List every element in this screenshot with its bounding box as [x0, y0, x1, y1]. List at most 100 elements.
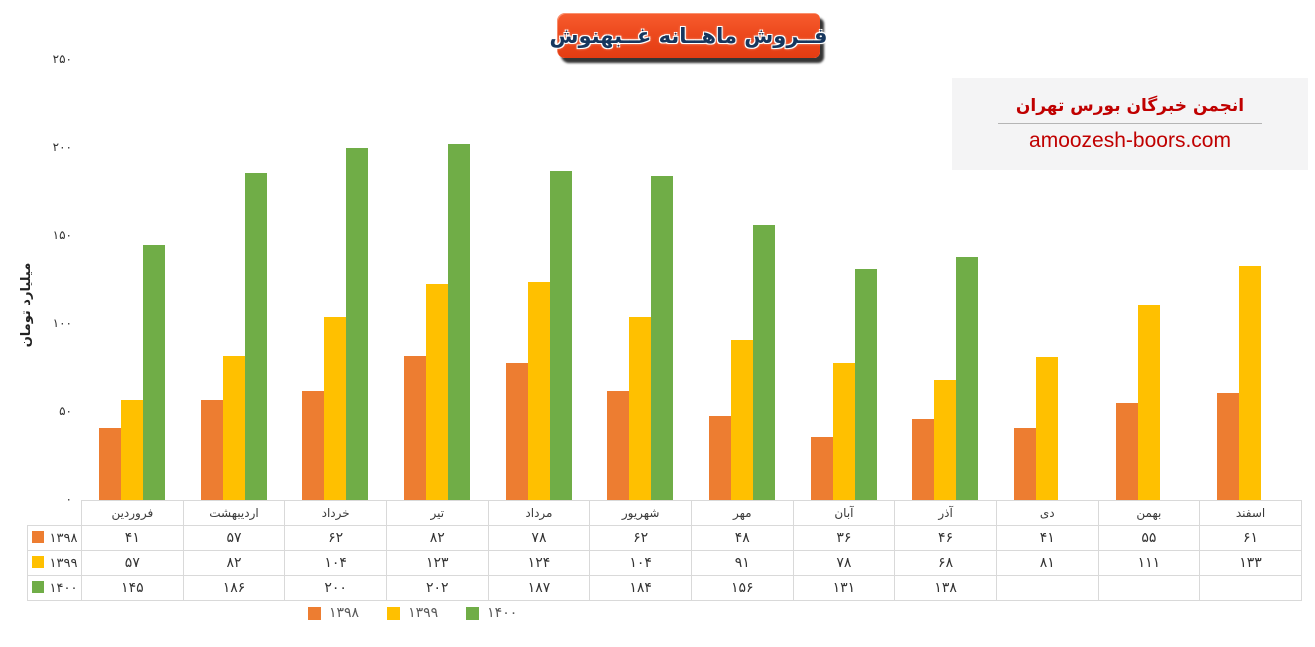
- y-tick-100: ۱۰۰: [52, 316, 72, 330]
- bar-۱۳۹۸-خرداد: [302, 390, 325, 500]
- month-header-تیر: تیر: [385, 500, 489, 526]
- plot-area: [81, 60, 1301, 500]
- series-year-label: ۱۳۹۸: [49, 530, 78, 546]
- series-year-label: ۱۴۰۰: [49, 580, 78, 596]
- bar-۱۳۹۸-فروردین: [98, 427, 121, 500]
- table-row-۱۳۹۸: ۱۳۹۸ ۴۱ ۵۷ ۶۲ ۸۲ ۷۸ ۶۲ ۴۸ ۳۶ ۴۶ ۴۱ ۵۵ ۶۱: [27, 525, 1302, 551]
- bar-۱۳۹۸-اسفند: [1217, 392, 1240, 500]
- series-year-label: ۱۳۹۹: [49, 555, 78, 571]
- cell-۱۳۹۸-مهر: ۴۸: [690, 525, 794, 551]
- bar-۱۳۹۹-دی: [1035, 357, 1058, 500]
- y-tick-250: ۲۵۰: [52, 52, 72, 66]
- bar-۱۳۹۸-آذر: [912, 419, 935, 500]
- cell-۱۳۹۹-اردیبهشت: ۸۲: [182, 550, 286, 576]
- legend-swatch-icon: [308, 606, 321, 620]
- legend-label: ۱۳۹۹: [408, 605, 439, 621]
- cell-۱۴۰۰-آبان: ۱۳۱: [792, 575, 896, 601]
- cell-۱۳۹۸-تیر: ۸۲: [385, 525, 489, 551]
- bar-۱۴۰۰-شهریور: [651, 176, 674, 500]
- cell-۱۴۰۰-بهمن: [1097, 575, 1201, 601]
- cell-۱۴۰۰-تیر: ۲۰۲: [385, 575, 489, 601]
- bar-۱۳۹۸-تیر: [403, 355, 426, 500]
- cell-۱۳۹۹-بهمن: ۱۱۱: [1097, 550, 1201, 576]
- bar-۱۴۰۰-مهر: [752, 225, 775, 500]
- y-tick-0: ۰: [65, 492, 72, 506]
- table-row-۱۳۹۹: ۱۳۹۹ ۵۷ ۸۲ ۱۰۴ ۱۲۳ ۱۲۴ ۱۰۴ ۹۱ ۷۸ ۶۸ ۸۱ ۱۱۱ ۱۳۳: [27, 550, 1302, 576]
- month-header-مهر: مهر: [690, 500, 794, 526]
- cell-۱۳۹۹-آذر: ۶۸: [894, 550, 997, 576]
- y-tick-50: ۵۰: [59, 404, 72, 418]
- legend-label: ۱۳۹۸: [329, 605, 360, 621]
- cell-۱۴۰۰-مهر: ۱۵۶: [690, 575, 794, 601]
- series-swatch-icon: [31, 580, 44, 593]
- bar-۱۴۰۰-آذر: [956, 257, 979, 500]
- bar-۱۳۹۸-آبان: [810, 436, 833, 500]
- bar-۱۳۹۹-آذر: [934, 380, 957, 500]
- month-header-آبان: آبان: [792, 500, 896, 526]
- series-key-۱۴۰۰: ۱۴۰۰: [27, 575, 82, 601]
- y-axis-title: میلیارد تومان: [19, 262, 34, 348]
- month-header-اردیبهشت: اردیبهشت: [182, 500, 286, 526]
- month-header-آذر: آذر: [894, 500, 997, 526]
- series-swatch-icon: [31, 555, 44, 568]
- branding-heading: انجمن خبرگان بورس تهران: [1015, 95, 1245, 116]
- legend-swatch-icon: [466, 606, 480, 620]
- series-key-۱۳۹۸: ۱۳۹۸: [27, 525, 82, 551]
- bar-۱۳۹۸-مهر: [708, 415, 731, 500]
- cell-۱۴۰۰-فروردین: ۱۴۵: [81, 575, 184, 601]
- bar-۱۳۹۹-تیر: [425, 283, 448, 500]
- branding-divider: [998, 122, 1262, 124]
- bar-۱۳۹۹-فروردین: [120, 399, 143, 500]
- chart-title: فــروش ماهــانه غــبهنوش: [549, 23, 828, 48]
- cell-۱۳۹۸-مرداد: ۷۸: [487, 525, 591, 551]
- bar-۱۳۹۹-بهمن: [1137, 304, 1160, 500]
- cell-۱۴۰۰-دی: [995, 575, 1099, 601]
- cell-۱۳۹۹-آبان: ۷۸: [792, 550, 896, 576]
- bar-۱۳۹۸-اردیبهشت: [200, 399, 223, 500]
- bar-۱۳۹۸-بهمن: [1115, 403, 1138, 500]
- cell-۱۴۰۰-مرداد: ۱۸۷: [487, 575, 591, 601]
- cell-۱۳۹۸-اردیبهشت: ۵۷: [182, 525, 286, 551]
- bar-۱۴۰۰-فروردین: [142, 244, 165, 500]
- month-header-اسفند: اسفند: [1199, 500, 1302, 526]
- cell-۱۳۹۸-بهمن: ۵۵: [1097, 525, 1201, 551]
- data-table: فروردین اردیبهشت خرداد تیر مرداد شهریور مهر آبا…: [27, 500, 1302, 601]
- y-tick-200: ۲۰۰: [52, 140, 72, 154]
- table-row-۱۴۰۰: ۱۴۰۰ ۱۴۵ ۱۸۶ ۲۰۰ ۲۰۲ ۱۸۷ ۱۸۴ ۱۵۶ ۱۳۱ ۱۳۸: [27, 575, 1302, 601]
- cell-۱۳۹۸-خرداد: ۶۲: [284, 525, 387, 551]
- month-header-مرداد: مرداد: [487, 500, 591, 526]
- cell-۱۳۹۹-دی: ۸۱: [995, 550, 1099, 576]
- chart-legend: ۱۳۹۸ ۱۳۹۹ ۱۴۰۰: [308, 605, 517, 621]
- cell-۱۴۰۰-خرداد: ۲۰۰: [284, 575, 387, 601]
- chart-title-banner: فــروش ماهــانه غــبهنوش: [550, 13, 828, 58]
- cell-۱۳۹۹-مرداد: ۱۲۴: [487, 550, 591, 576]
- month-header-شهریور: شهریور: [589, 500, 692, 526]
- y-tick-150: ۱۵۰: [52, 228, 72, 242]
- month-header-بهمن: بهمن: [1097, 500, 1201, 526]
- bar-۱۳۹۸-مرداد: [505, 362, 528, 500]
- series-swatch-icon: [31, 530, 44, 543]
- cell-۱۳۹۹-شهریور: ۱۰۴: [589, 550, 692, 576]
- bar-۱۴۰۰-تیر: [447, 144, 470, 500]
- series-key-۱۳۹۹: ۱۳۹۹: [27, 550, 82, 576]
- month-header-دی: دی: [995, 500, 1099, 526]
- bar-۱۳۹۹-مهر: [730, 339, 753, 500]
- legend-swatch-icon: [387, 606, 401, 620]
- legend-item-۱۴۰۰: ۱۴۰۰: [466, 605, 517, 621]
- month-header-خرداد: خرداد: [284, 500, 387, 526]
- legend-item-۱۳۹۹: ۱۳۹۹: [387, 605, 438, 621]
- cell-۱۳۹۸-آبان: ۳۶: [792, 525, 896, 551]
- cell-۱۳۹۸-دی: ۴۱: [995, 525, 1099, 551]
- cell-۱۴۰۰-اردیبهشت: ۱۸۶: [182, 575, 286, 601]
- bar-۱۴۰۰-آبان: [854, 269, 877, 500]
- cell-۱۳۹۹-مهر: ۹۱: [690, 550, 794, 576]
- bar-۱۳۹۹-اسفند: [1239, 265, 1262, 500]
- bar-۱۳۹۹-شهریور: [629, 316, 652, 500]
- cell-۱۳۹۹-تیر: ۱۲۳: [385, 550, 489, 576]
- cell-۱۳۹۸-شهریور: ۶۲: [589, 525, 692, 551]
- cell-۱۴۰۰-آذر: ۱۳۸: [894, 575, 997, 601]
- bar-۱۴۰۰-مرداد: [549, 170, 572, 500]
- bar-۱۳۹۸-دی: [1013, 427, 1036, 500]
- table-header-row: فروردین اردیبهشت خرداد تیر مرداد شهریور مهر آبا…: [28, 500, 1302, 526]
